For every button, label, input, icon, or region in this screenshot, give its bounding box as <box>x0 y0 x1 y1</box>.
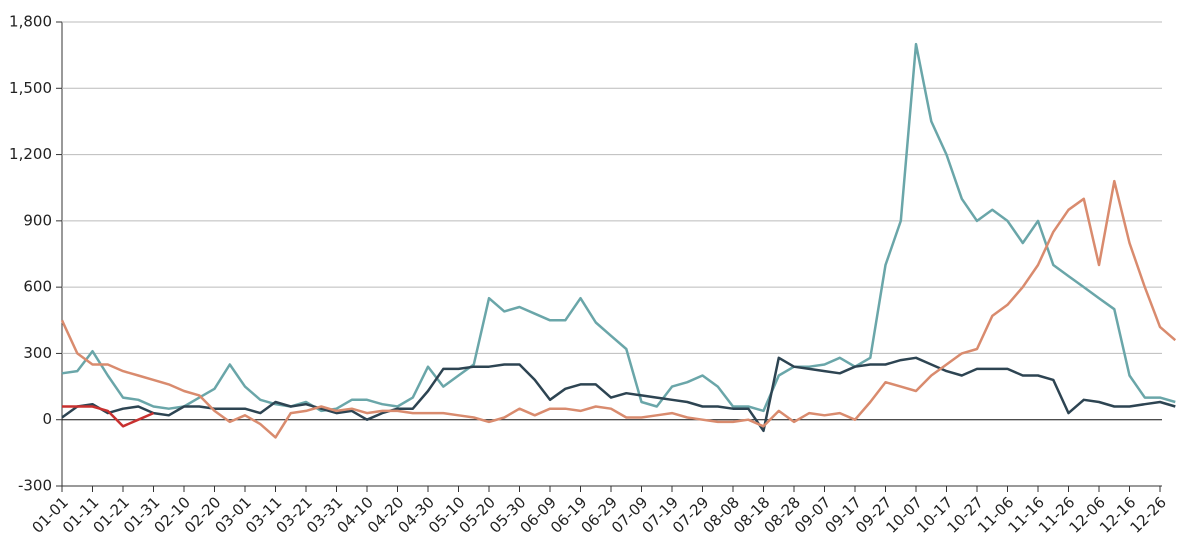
series-line <box>61 356 1176 433</box>
series-line <box>61 42 1176 413</box>
y-tick-label: 1,200 <box>9 145 52 163</box>
x-tick-label: 12-26 <box>1126 493 1170 533</box>
y-tick-label: 0 <box>42 410 52 428</box>
y-tick-label: -300 <box>18 477 52 495</box>
y-tick-label: 300 <box>23 344 52 362</box>
y-tick-label: 1,500 <box>9 79 52 97</box>
series-line <box>60 179 1177 439</box>
y-tick-label: 600 <box>23 278 52 296</box>
y-tick-label: 1,800 <box>9 13 52 31</box>
series-line <box>62 405 154 428</box>
y-tick-label: 900 <box>23 211 52 229</box>
